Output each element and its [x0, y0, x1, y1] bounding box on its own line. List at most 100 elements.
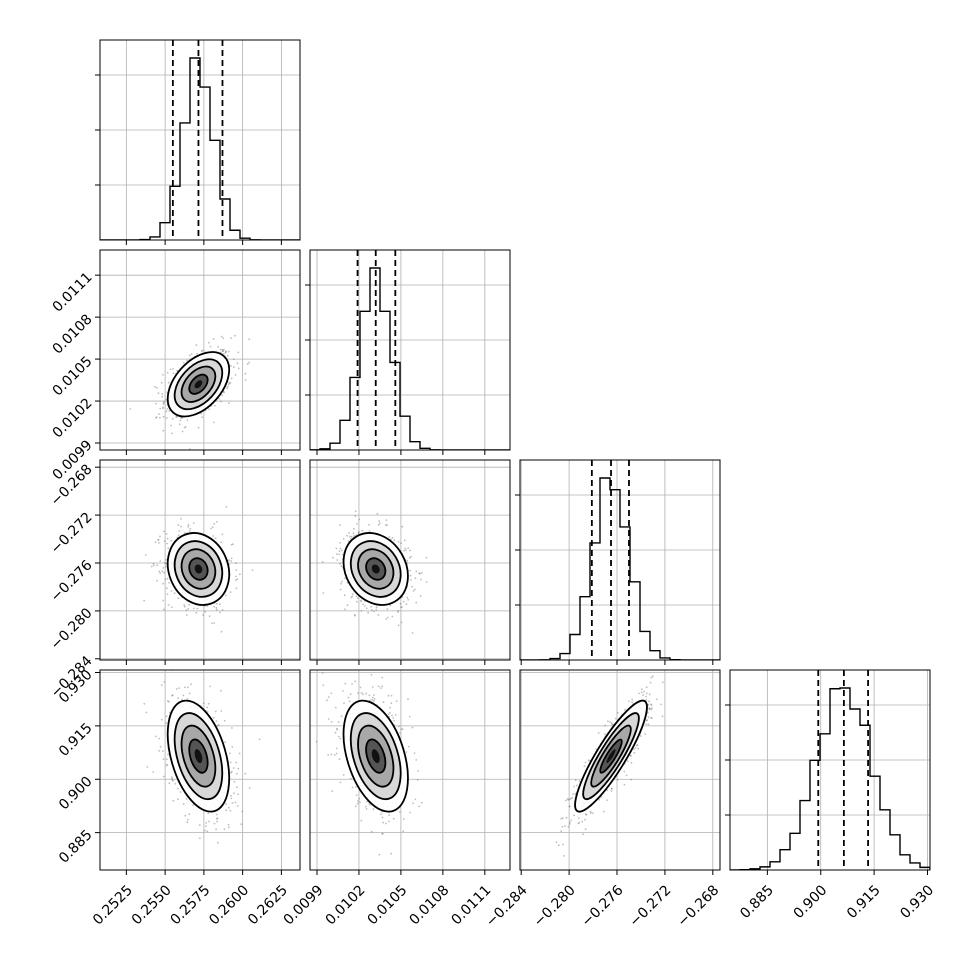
scatter-point [164, 578, 167, 581]
scatter-point [584, 813, 587, 816]
density-level-4 [194, 380, 203, 389]
scatter-point [354, 805, 357, 808]
scatter-point [641, 688, 643, 691]
scatter-point [607, 720, 609, 722]
scatter-point [248, 338, 251, 341]
scatter-point [336, 728, 338, 731]
scatter-point [628, 700, 630, 703]
scatter-point [404, 871, 406, 873]
scatter-point [220, 710, 223, 712]
histogram-steps-1 [310, 267, 510, 450]
scatter-point [565, 816, 568, 819]
scatter-point [390, 694, 393, 697]
scatter-point [405, 751, 408, 753]
contour-line-0 [166, 532, 231, 606]
scatter-point [228, 806, 230, 809]
scatter-point [195, 611, 198, 614]
scatter-point [572, 793, 575, 795]
scatter-point [421, 572, 423, 574]
scatter-point [175, 415, 178, 418]
scatter-point [160, 684, 163, 686]
contour-line-3 [365, 557, 387, 581]
scatter-point [360, 600, 362, 603]
scatter-point [381, 832, 384, 835]
scatter-point [648, 707, 651, 709]
scatter-point [224, 351, 227, 354]
scatter-point [159, 535, 161, 538]
scatter-point [640, 691, 643, 694]
scatter-point [165, 398, 168, 401]
scatter-point [208, 408, 211, 410]
y-tick-label-1-2: 0.0105 [50, 353, 96, 399]
scatter-point [158, 750, 161, 752]
scatter-point [387, 713, 390, 716]
scatter-point [645, 723, 648, 726]
scatter-point [158, 737, 161, 740]
scatter-point [584, 828, 587, 831]
scatter-point [638, 692, 640, 695]
scatter-point [415, 570, 418, 573]
scatter-point [413, 752, 416, 755]
scatter-point [212, 338, 215, 340]
contour-line-3 [365, 738, 387, 774]
scatter-point [650, 708, 653, 711]
scatter-point [333, 754, 336, 756]
scatter-point [221, 609, 224, 611]
scatter-point [376, 512, 379, 515]
scatter-point [373, 610, 375, 613]
scatter-point [359, 686, 362, 689]
scatter-point [650, 703, 652, 706]
scatter-point [226, 385, 229, 388]
scatter-point [204, 829, 206, 832]
scatter-point [175, 416, 178, 418]
scatter-point [165, 410, 168, 413]
scatter-point [215, 828, 218, 831]
scatter-point [186, 698, 189, 700]
scatter-point [342, 774, 345, 776]
x-tick-label-0-0: 0.2525 [90, 882, 136, 928]
scatter-point [165, 764, 168, 767]
panel-frame [99, 249, 301, 451]
scatter-point [555, 841, 558, 843]
scatter-point [406, 596, 409, 599]
scatter-point [585, 813, 588, 816]
scatter-point [178, 530, 181, 532]
scatter-point [645, 686, 648, 689]
scatter-point [216, 818, 218, 820]
scatter-point [229, 809, 232, 812]
scatter-point [163, 608, 165, 611]
scatter-point [388, 814, 391, 816]
scatter-point [366, 800, 368, 803]
scatter-point [401, 606, 403, 608]
x-tick-label-1-1: 0.0102 [323, 882, 369, 928]
scatter-point [232, 366, 235, 369]
scatter-point [229, 752, 231, 755]
scatter-point [150, 565, 153, 568]
scatter-point [629, 755, 632, 757]
scatter-point [162, 403, 165, 405]
scatter-panel-2-1 [309, 459, 511, 665]
contour-line-1 [349, 540, 402, 598]
scatter-point [661, 715, 664, 718]
scatter-point [633, 748, 635, 750]
x-tick-label-2-4: −0.268 [674, 882, 722, 930]
scatter-point [360, 599, 363, 602]
scatter-point [214, 537, 217, 540]
scatter-point [630, 762, 633, 764]
scatter-point [650, 676, 653, 679]
scatter-point [393, 719, 395, 722]
scatter-point [350, 535, 353, 538]
scatter-point [334, 731, 337, 734]
scatter-point [356, 802, 359, 805]
x-tick-label-3-2: 0.915 [844, 882, 884, 922]
x-tick-label-2-3: −0.272 [627, 882, 675, 930]
scatter-point [410, 555, 412, 558]
scatter-point [387, 694, 390, 697]
scatter-point [238, 752, 241, 755]
scatter-point [350, 596, 353, 599]
scatter-point [157, 538, 159, 541]
scatter-point [155, 402, 157, 405]
scatter-point [610, 787, 613, 790]
scatter-point [159, 407, 162, 410]
